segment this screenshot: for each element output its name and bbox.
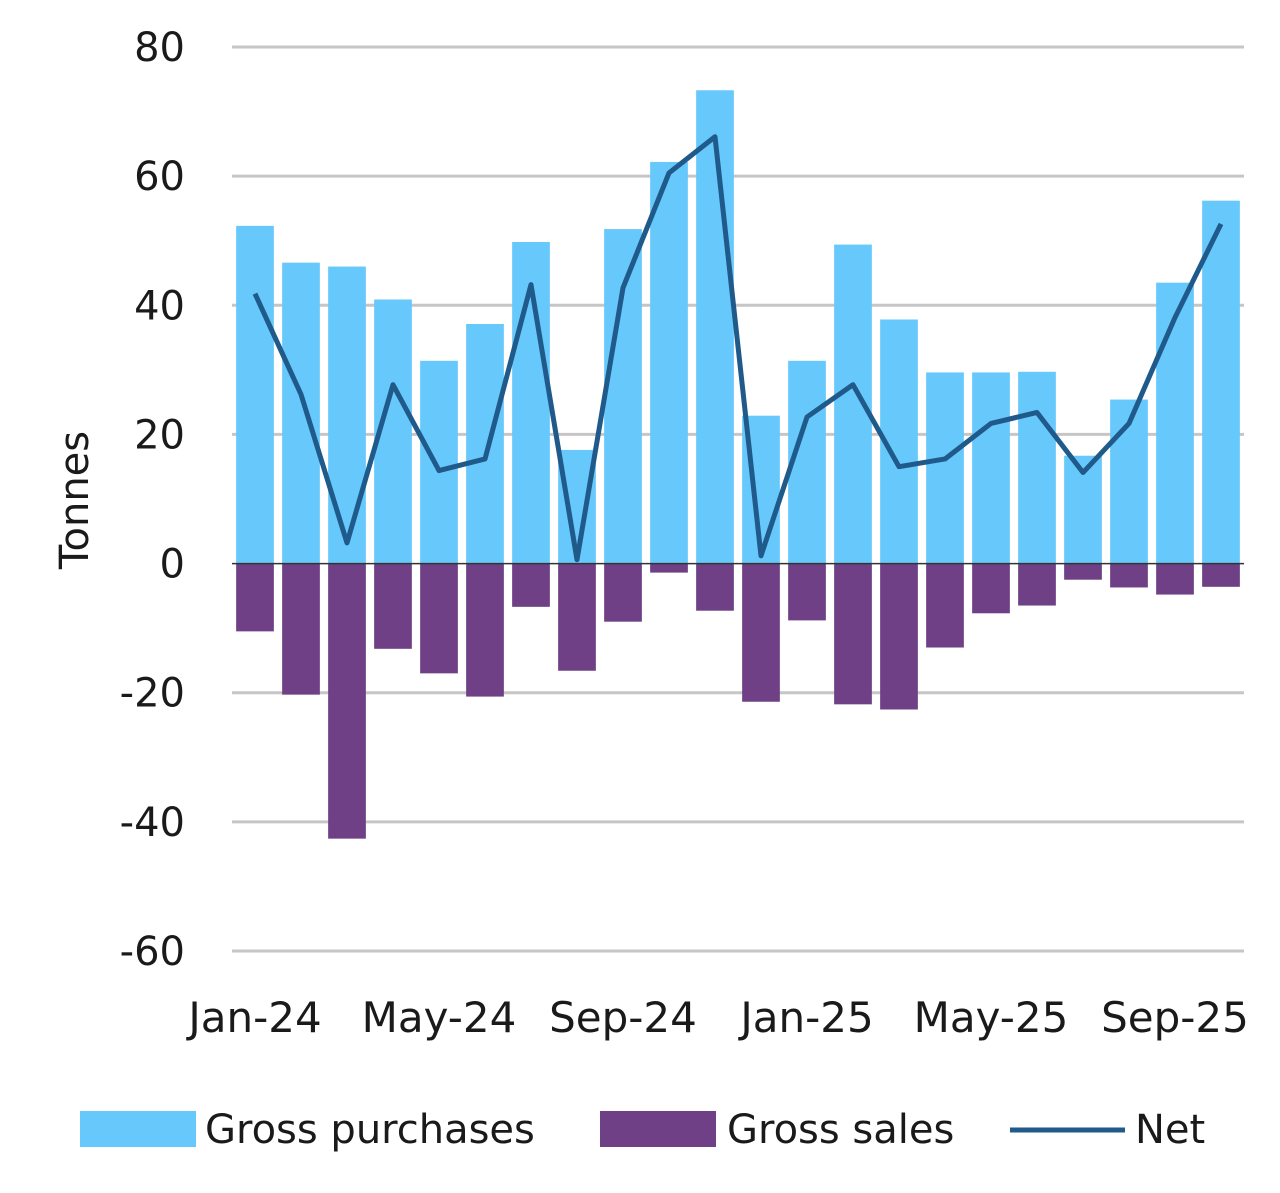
gross-purchases-bar-May-25: [972, 372, 1010, 564]
y-tick-label: -40: [120, 800, 185, 846]
net-line: [252, 134, 1224, 563]
gross-sales-bar-Oct-25: [1202, 563, 1240, 587]
gross-sales-bar-Mar-25: [880, 563, 918, 710]
gross-purchases-bar-Oct-25: [1202, 200, 1240, 564]
gross-sales-bar-May-25: [972, 563, 1010, 614]
gross-sales-bar-Jun-25: [1018, 563, 1056, 606]
gross-purchases-bar-Sep-24: [604, 229, 642, 564]
y-axis-label: Tonnes: [52, 431, 98, 570]
x-tick-label: Sep-24: [549, 993, 697, 1042]
gross-purchases-bar-Jan-24: [236, 225, 274, 564]
legend-swatch-gross-sales: [600, 1111, 716, 1147]
x-tick-label: May-24: [362, 993, 517, 1042]
gross-sales-bar-Aug-25: [1110, 563, 1148, 588]
gross-purchases-bar-Nov-24: [696, 90, 734, 564]
gross-sales-bar-Apr-24: [374, 563, 412, 649]
y-tick-label: 20: [134, 412, 185, 458]
gross-sales-bar-Apr-25: [926, 563, 964, 648]
gross-sales-bar-Aug-24: [558, 563, 596, 671]
legend-label-gross-purchases: Gross purchases: [205, 1107, 535, 1153]
gross-sales-bar-Sep-24: [604, 563, 642, 622]
y-axis-ticks: 80 60 40 20 0 -20 -40 -60: [120, 25, 185, 975]
gross-sales-bar-Jul-24: [512, 563, 550, 607]
gross-sales-bar-Sep-25: [1156, 563, 1194, 595]
gross-sales-bar-Feb-25: [834, 563, 872, 705]
x-tick-label: Jan-25: [737, 993, 873, 1042]
gross-purchases-bar-Jun-24: [466, 324, 504, 564]
gross-purchases-bar-Apr-25: [926, 372, 964, 564]
gross-sales-bar-Jan-25: [788, 563, 826, 621]
gross-purchases-bar-Sep-25: [1156, 282, 1194, 564]
gross-purchases-bar-Jun-25: [1018, 371, 1056, 564]
gross-purchases-bar-May-24: [420, 360, 458, 564]
gross-sales-bar-Feb-24: [282, 563, 320, 695]
x-tick-label: May-25: [914, 993, 1069, 1042]
gross-sales-bar-Jun-24: [466, 563, 504, 697]
legend-swatch-gross-purchases: [80, 1111, 196, 1147]
legend-label-gross-sales: Gross sales: [727, 1107, 954, 1153]
gross-sales-bar-Dec-24: [742, 563, 780, 702]
gross-sales-bar-Jan-24: [236, 563, 274, 632]
bars: [236, 90, 1240, 839]
gross-purchases-bar-Mar-24: [328, 266, 366, 564]
gross-purchases-bar-Feb-24: [282, 262, 320, 564]
x-axis-ticks: Jan-24 May-24 Sep-24 Jan-25 May-25 Sep-25: [185, 993, 1249, 1042]
y-tick-label: 80: [134, 25, 185, 71]
x-tick-label: Sep-25: [1101, 993, 1249, 1042]
y-tick-label: 40: [134, 283, 185, 329]
gross-sales-bar-Oct-24: [650, 563, 688, 573]
legend-label-net: Net: [1135, 1107, 1205, 1153]
gross-sales-bar-Mar-24: [328, 563, 366, 839]
y-tick-label: 60: [134, 154, 185, 200]
gross-sales-bar-Jul-25: [1064, 563, 1102, 580]
y-tick-label: -60: [120, 929, 185, 975]
y-tick-label: -20: [120, 671, 185, 717]
y-tick-label: 0: [160, 542, 185, 588]
legend: Gross purchases Gross sales Net: [80, 1107, 1205, 1153]
gross-sales-bar-Nov-24: [696, 563, 734, 611]
gross-purchases-bar-Oct-24: [650, 161, 688, 564]
x-tick-label: Jan-24: [185, 993, 321, 1042]
gross-sales-bar-May-24: [420, 563, 458, 674]
